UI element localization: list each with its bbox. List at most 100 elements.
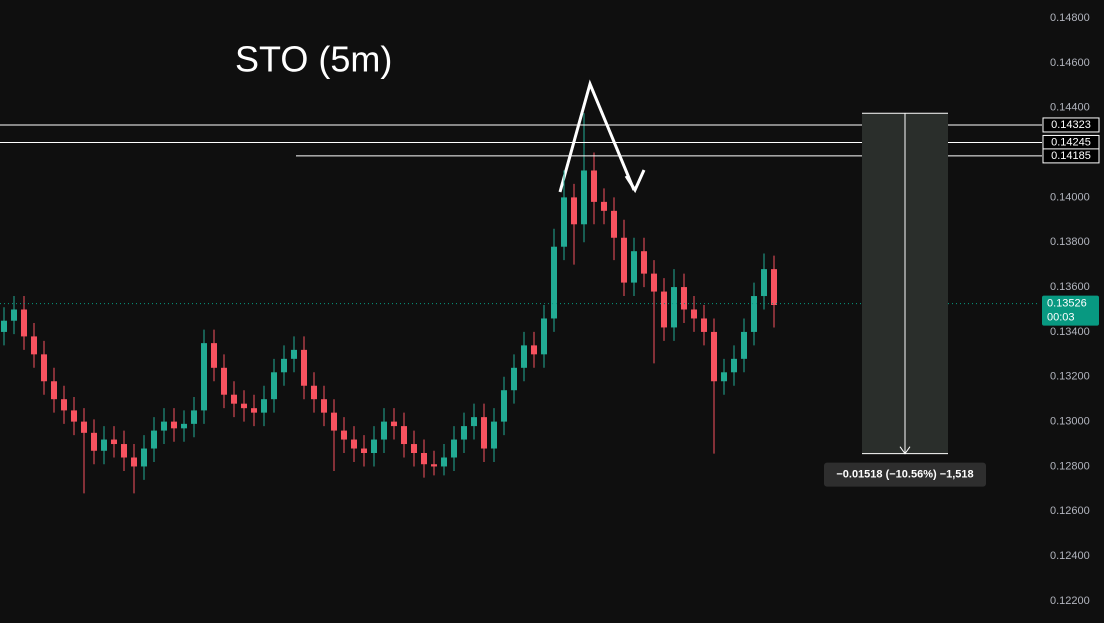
candle-body (521, 345, 527, 368)
candle-body (41, 354, 47, 382)
candle-body (201, 343, 207, 411)
level-label: 0.14185 (1051, 150, 1091, 162)
measure-label-box (824, 462, 986, 487)
candle-body (111, 439, 117, 445)
candle-body (461, 426, 467, 440)
candle-body (221, 367, 227, 395)
candle-body (731, 358, 737, 373)
y-tick-label: 0.12400 (1050, 550, 1090, 562)
candle-body (61, 399, 67, 411)
level-label: 0.14323 (1051, 119, 1091, 131)
candle-body (501, 390, 507, 422)
candle-body (561, 197, 567, 247)
candle-body (331, 412, 337, 431)
candle-body (441, 457, 447, 467)
candle-body (471, 417, 477, 427)
candle-body (261, 399, 267, 413)
candle-body (671, 287, 677, 328)
candle-body (421, 453, 427, 465)
candle-body (481, 417, 487, 449)
candle-body (91, 432, 97, 451)
candle-body (141, 448, 147, 467)
candle-body (101, 439, 107, 451)
candle-body (411, 444, 417, 454)
y-tick-label: 0.13800 (1050, 236, 1090, 248)
candle-body (71, 410, 77, 422)
candle-body (741, 331, 747, 359)
candle-body (251, 408, 257, 413)
candle-body (451, 439, 457, 458)
candle-body (721, 372, 727, 382)
candle-body (131, 457, 137, 467)
y-tick-label: 0.13000 (1050, 416, 1090, 428)
y-tick-label: 0.14000 (1050, 191, 1090, 203)
candle-body (381, 421, 387, 440)
candle-body (711, 331, 717, 382)
candle-body (121, 444, 127, 458)
candle-body (21, 309, 27, 337)
candle-body (691, 309, 697, 319)
y-tick-label: 0.12600 (1050, 505, 1090, 517)
candle-body (701, 318, 707, 332)
candle-body (571, 197, 577, 225)
candle-body (401, 426, 407, 445)
candle-body (151, 430, 157, 449)
y-tick-label: 0.14600 (1050, 57, 1090, 69)
candle-body (601, 201, 607, 211)
candle-body (651, 273, 657, 292)
candle-body (281, 358, 287, 373)
candle-body (341, 430, 347, 440)
candle-body (191, 410, 197, 424)
level-label-box (1042, 117, 1100, 133)
candle-body (631, 251, 637, 283)
countdown-label: 00:03 (1047, 312, 1075, 324)
arrow-head (624, 169, 646, 194)
measure-arrow-head (899, 446, 911, 455)
y-tick-label: 0.14800 (1050, 12, 1090, 24)
chart-title: STO (5m) (235, 39, 392, 80)
candle-body (531, 345, 537, 355)
candle-body (171, 421, 177, 429)
candle-body (291, 349, 297, 359)
measure-label: −0.01518 (−10.56%) −1,518 (836, 469, 973, 481)
candle-body (431, 464, 437, 467)
candle-body (51, 381, 57, 400)
y-tick-label: 0.13400 (1050, 326, 1090, 338)
candle-body (771, 269, 777, 306)
candle-body (81, 421, 87, 433)
candle-body (681, 287, 687, 310)
candle-body (31, 336, 37, 355)
candle-body (661, 291, 667, 328)
candle-body (321, 399, 327, 413)
candle-body (391, 421, 397, 427)
candle-body (371, 439, 377, 454)
y-tick-label: 0.13600 (1050, 281, 1090, 293)
level-label-box (1042, 148, 1100, 164)
candle-body (271, 372, 277, 400)
candle-body (211, 343, 217, 368)
candle-body (761, 269, 767, 297)
candle-body (511, 367, 517, 391)
y-tick-label: 0.13200 (1050, 371, 1090, 383)
candle-body (621, 237, 627, 283)
candle-body (1, 320, 7, 332)
last-price-label: 0.13526 (1047, 298, 1087, 310)
candle-body (231, 394, 237, 404)
candle-body (311, 385, 317, 400)
y-tick-label: 0.12800 (1050, 460, 1090, 472)
candle-body (491, 421, 497, 449)
level-label: 0.14245 (1051, 136, 1091, 148)
candle-body (641, 251, 647, 274)
candle-body (361, 448, 367, 454)
candle-body (751, 296, 757, 332)
candle-body (161, 421, 167, 431)
candle-body (181, 423, 187, 429)
candle-body (541, 318, 547, 355)
y-tick-label: 0.12200 (1050, 595, 1090, 607)
candle-body (551, 246, 557, 319)
candle-body (611, 210, 617, 238)
candle-body (11, 309, 17, 321)
candle-body (301, 349, 307, 386)
y-tick-label: 0.14400 (1050, 102, 1090, 114)
